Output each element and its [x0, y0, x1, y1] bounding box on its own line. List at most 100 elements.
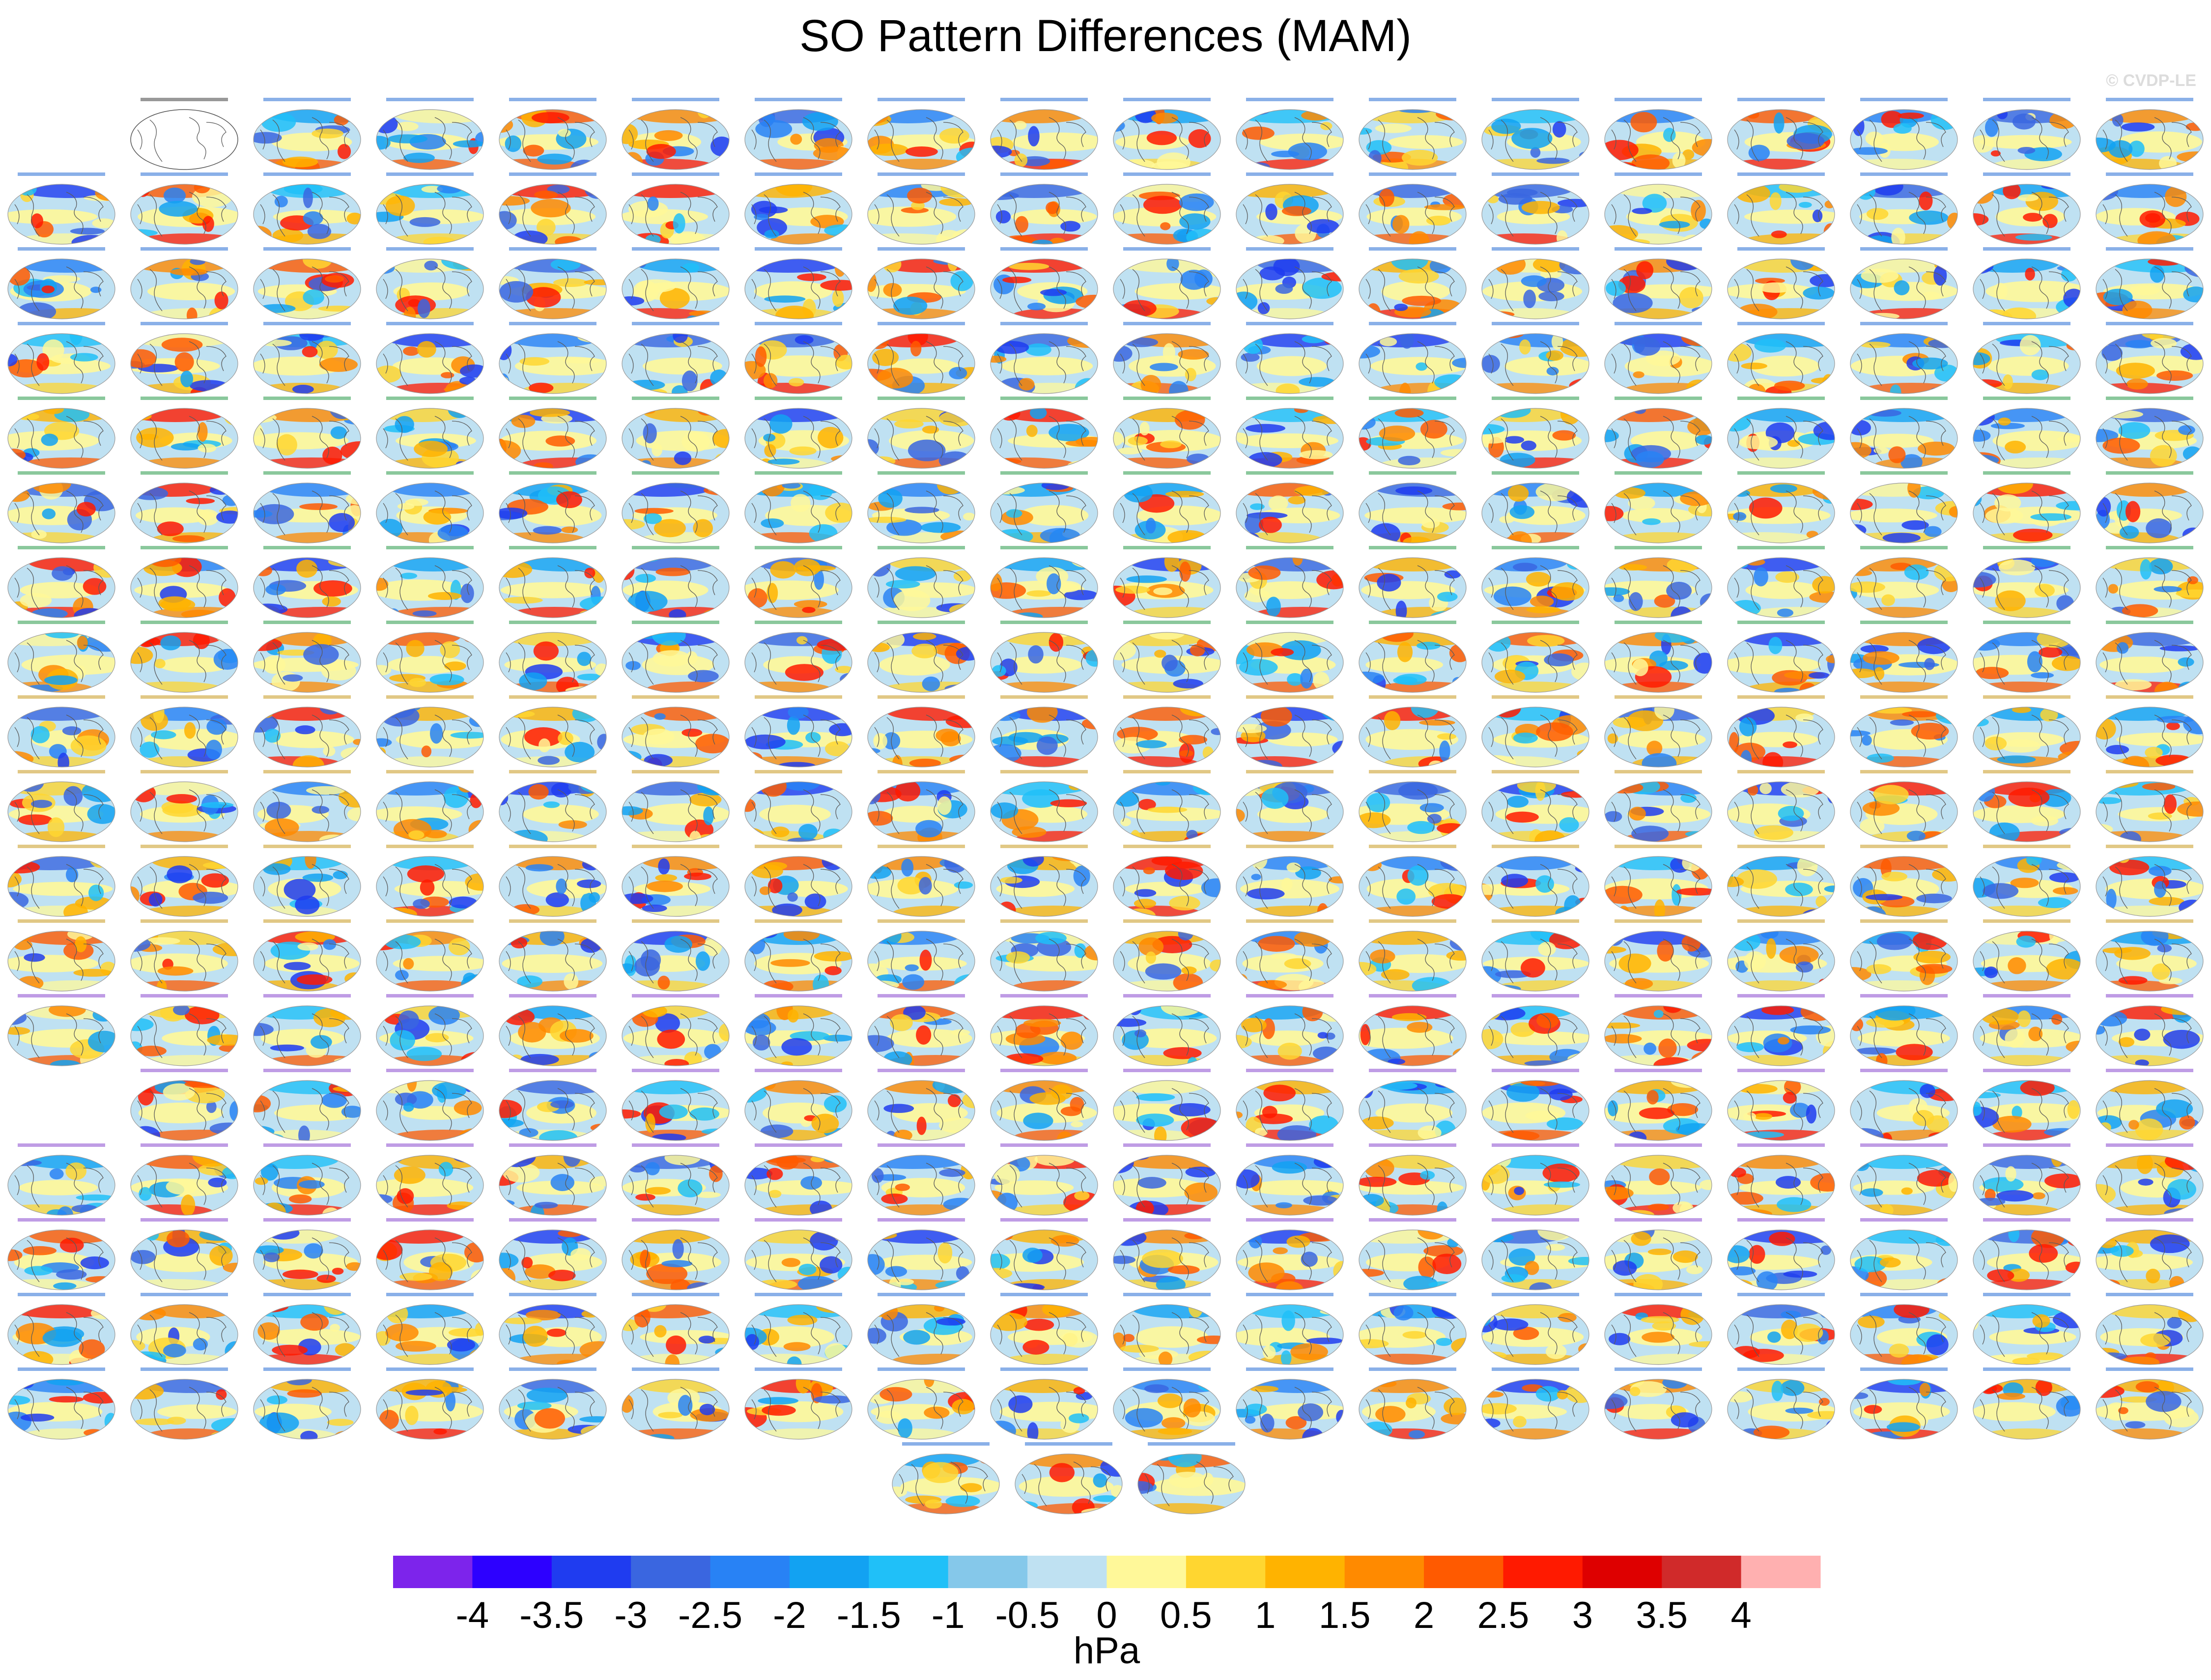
map-panel [744, 322, 852, 394]
panel-title-strip [1246, 247, 1333, 251]
panel-title-strip [141, 471, 228, 475]
panel-title-strip [1492, 919, 1579, 923]
map-panel [253, 845, 361, 917]
panel-title-strip [1246, 322, 1333, 325]
panel-title-strip [509, 322, 596, 325]
panel-title-strip [386, 546, 474, 549]
panel-title-strip [1000, 98, 1088, 101]
map-panel [499, 845, 607, 917]
panel-title-strip [1737, 172, 1825, 176]
map-panel [1359, 770, 1467, 842]
panel-title-strip [263, 397, 351, 400]
panel-title-strip [1860, 397, 1948, 400]
panel-title-strip [2106, 546, 2193, 549]
panel-title-strip [1615, 397, 1702, 400]
panel-title-strip [2106, 621, 2193, 624]
map-panel [1359, 994, 1467, 1066]
panel-title-strip [1860, 695, 1948, 699]
panel-title-strip [263, 247, 351, 251]
panel-title-strip [141, 845, 228, 848]
map-panel [253, 98, 361, 170]
panel-title-strip [1369, 397, 1456, 400]
map-panel [622, 770, 730, 842]
panel-title-strip [386, 98, 474, 101]
panel-title-strip [1860, 471, 1948, 475]
panel-title-strip [1123, 397, 1211, 400]
panel-title-strip [386, 845, 474, 848]
colorbar-swatch [551, 1556, 631, 1588]
panel-title-strip [263, 471, 351, 475]
map-panel [1973, 845, 2081, 917]
map-panel [1359, 919, 1467, 992]
panel-title-strip [1983, 621, 2070, 624]
panel-title-strip [1983, 845, 2070, 848]
map-panel [1727, 695, 1835, 768]
panel-title-strip [1123, 994, 1211, 997]
panel-title-strip [18, 770, 105, 773]
map-panel [499, 621, 607, 693]
panel-title-strip [386, 397, 474, 400]
panel-title-strip [1983, 471, 2070, 475]
map-panel [7, 770, 115, 842]
map-panel [622, 695, 730, 768]
panel-title-strip [263, 845, 351, 848]
panel-title-strip [2106, 770, 2193, 773]
map-panel [990, 994, 1098, 1066]
colorbar-swatch [1424, 1556, 1503, 1588]
map-panel [130, 172, 238, 245]
panel-title-strip [1246, 695, 1333, 699]
panel-title-strip [755, 919, 842, 923]
panel-title-strip [1737, 845, 1825, 848]
map-panel [499, 770, 607, 842]
panel-title-strip [1246, 621, 1333, 624]
map-panel [253, 994, 361, 1066]
panel-title-strip [509, 845, 596, 848]
map-panel [867, 994, 975, 1066]
panel-title-strip [1246, 172, 1333, 176]
map-panel [744, 770, 852, 842]
panel-title-strip [1983, 322, 2070, 325]
panel-title-strip [263, 621, 351, 624]
colorbar-swatch [472, 1556, 552, 1588]
panel-title-strip [1737, 322, 1825, 325]
panel-title-strip [1123, 172, 1211, 176]
map-panel [1481, 770, 1589, 842]
panel-title-strip [1983, 695, 2070, 699]
panel-title-strip [878, 322, 965, 325]
map-panel [1973, 919, 2081, 992]
panel-title-strip [1860, 919, 1948, 923]
panel-title-strip [755, 471, 842, 475]
colorbar-swatch [1741, 1556, 1821, 1588]
panel-title-strip [1737, 98, 1825, 101]
panel-title-strip [1492, 98, 1579, 101]
panel-title-strip [1369, 546, 1456, 549]
panel-title-strip [1983, 770, 2070, 773]
map-panel [1727, 919, 1835, 992]
panel-title-strip [1492, 397, 1579, 400]
panel-title-strip [632, 322, 719, 325]
map-panel [1113, 919, 1221, 992]
panel-title-strip [1860, 770, 1948, 773]
map-panel [1850, 322, 1958, 394]
map-panel [7, 322, 115, 394]
panel-title-strip [1000, 621, 1088, 624]
map-panel [1850, 621, 1958, 693]
panel-title-strip [1615, 471, 1702, 475]
map-panel [1973, 994, 2081, 1066]
panel-title-strip [509, 695, 596, 699]
panel-title-strip [1000, 322, 1088, 325]
panel-title-strip [263, 322, 351, 325]
panel-title-strip [1983, 247, 2070, 251]
cvdp-watermark: © CVDP-LE [2106, 71, 2196, 90]
panel-title-strip [18, 247, 105, 251]
map-panel [7, 919, 115, 992]
panel-title-strip [18, 322, 105, 325]
panel-title-strip [1860, 98, 1948, 101]
panel-title-strip [755, 397, 842, 400]
panel-title-strip [141, 397, 228, 400]
panel-title-strip [1737, 546, 1825, 549]
panel-title-strip [1860, 172, 1948, 176]
map-panel [376, 471, 484, 543]
map-panel [1850, 845, 1958, 917]
panel-title-strip [878, 919, 965, 923]
